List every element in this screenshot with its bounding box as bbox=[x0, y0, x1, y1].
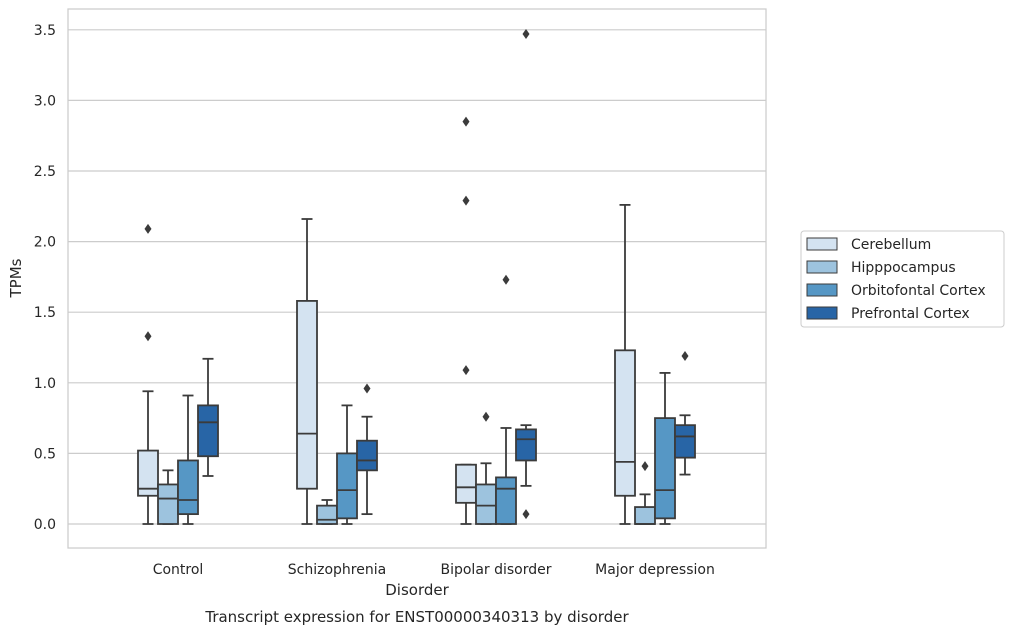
legend-label: Prefrontal Cortex bbox=[851, 306, 970, 322]
legend-swatch bbox=[806, 283, 838, 297]
legend-items: Cerebellum Hipppocampus Orbitofontal Corte… bbox=[806, 237, 986, 322]
legend-label: Cerebellum bbox=[851, 237, 931, 253]
box-hipppocampus bbox=[157, 469, 179, 525]
legend-label: Orbitofontal Cortex bbox=[851, 283, 986, 299]
outlier-point bbox=[522, 509, 530, 520]
outlier-point bbox=[462, 195, 470, 206]
x-tick-label: Major depression bbox=[595, 562, 715, 578]
outlier-point bbox=[482, 411, 490, 422]
iqr-box bbox=[475, 483, 497, 525]
box-orbitofontal-cortex bbox=[336, 404, 358, 525]
iqr-box bbox=[336, 452, 358, 520]
box-hipppocampus bbox=[316, 499, 338, 525]
chart-caption: Transcript expression for ENST0000034031… bbox=[204, 608, 629, 626]
box-cerebellum bbox=[137, 223, 159, 525]
x-tick-label: Control bbox=[153, 562, 204, 578]
outlier-point bbox=[522, 29, 530, 40]
box-orbitofontal-cortex bbox=[495, 274, 517, 525]
legend-label: Hipppocampus bbox=[851, 260, 956, 276]
legend: Cerebellum Hipppocampus Orbitofontal Corte… bbox=[800, 230, 1005, 328]
box-prefrontal-cortex bbox=[674, 350, 696, 476]
y-tick-label: 2.0 bbox=[34, 235, 56, 251]
legend-swatch bbox=[806, 260, 838, 274]
box-prefrontal-cortex bbox=[356, 383, 378, 516]
legend-frame bbox=[800, 230, 1005, 328]
iqr-box bbox=[614, 349, 636, 497]
box-prefrontal-cortex bbox=[515, 29, 537, 520]
iqr-box bbox=[197, 404, 219, 458]
outlier-point bbox=[144, 331, 152, 342]
y-tick-label: 0.5 bbox=[34, 446, 56, 462]
outlier-point bbox=[462, 365, 470, 376]
box-hipppocampus bbox=[634, 461, 656, 525]
iqr-box bbox=[177, 459, 199, 516]
outlier-point bbox=[462, 116, 470, 127]
iqr-box bbox=[137, 449, 159, 497]
iqr-box bbox=[634, 506, 656, 525]
iqr-box bbox=[157, 483, 179, 525]
box-hipppocampus bbox=[475, 411, 497, 525]
x-tick-label: Bipolar disorder bbox=[440, 562, 551, 578]
outlier-point bbox=[681, 350, 689, 361]
y-axis-title: TPMs bbox=[7, 258, 25, 298]
y-tick-label: 3.0 bbox=[34, 93, 56, 109]
box-cerebellum bbox=[614, 203, 636, 525]
box-orbitofontal-cortex bbox=[177, 394, 199, 525]
x-tick-labels: Control Schizophrenia Bipolar disorder Majo… bbox=[153, 562, 715, 578]
outlier-point bbox=[363, 383, 371, 394]
iqr-box bbox=[455, 463, 477, 504]
y-tick-label: 0.0 bbox=[34, 517, 56, 533]
outlier-point bbox=[641, 461, 649, 472]
outlier-point bbox=[144, 223, 152, 234]
box-plots bbox=[137, 29, 696, 525]
box-prefrontal-cortex bbox=[197, 357, 219, 477]
x-axis-title: Disorder bbox=[385, 581, 449, 599]
iqr-box bbox=[356, 439, 378, 472]
plot-area-frame bbox=[67, 8, 767, 549]
legend-swatch bbox=[806, 306, 838, 320]
y-tick-label: 1.0 bbox=[34, 376, 56, 392]
y-tick-label: 2.5 bbox=[34, 164, 56, 180]
outlier-point bbox=[502, 274, 510, 285]
y-tick-label: 1.5 bbox=[34, 305, 56, 321]
iqr-box bbox=[515, 428, 537, 462]
grid-lines bbox=[68, 29, 766, 525]
legend-swatch bbox=[806, 237, 838, 251]
iqr-box bbox=[674, 424, 696, 459]
iqr-box bbox=[495, 476, 517, 525]
iqr-box bbox=[654, 417, 676, 520]
box-cerebellum bbox=[296, 218, 318, 525]
y-tick-labels: 0.0 0.5 1.0 1.5 2.0 2.5 3.0 3.5 bbox=[34, 23, 56, 533]
iqr-box bbox=[296, 300, 318, 490]
iqr-box bbox=[316, 504, 338, 525]
box-cerebellum bbox=[455, 116, 477, 525]
y-tick-label: 3.5 bbox=[34, 23, 56, 39]
x-tick-label: Schizophrenia bbox=[288, 562, 386, 578]
box-orbitofontal-cortex bbox=[654, 372, 676, 525]
